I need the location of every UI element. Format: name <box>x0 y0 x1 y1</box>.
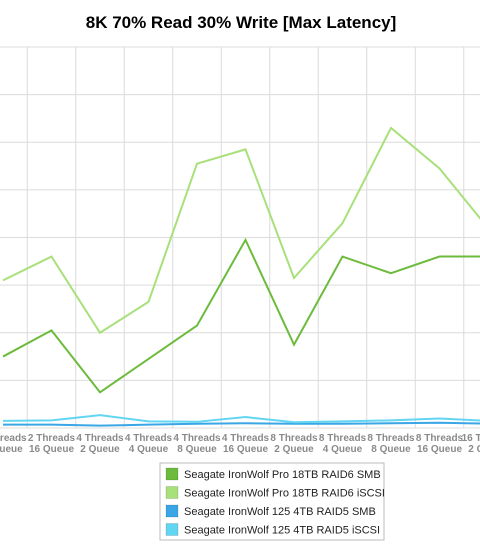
legend-item[interactable]: Seagate IronWolf Pro 18TB RAID6 SMB <box>165 467 381 481</box>
legend-label: Seagate IronWolf 125 4TB RAID5 iSCSI <box>184 525 380 537</box>
chart-title: 8K 70% Read 30% Write [Max Latency] <box>86 13 397 32</box>
legend-swatch <box>165 486 179 499</box>
x-tick-label: 8 Threads 8 Queue <box>367 433 415 455</box>
legend-swatch <box>165 523 179 536</box>
series-lines <box>2 126 480 427</box>
legend-swatch <box>165 467 179 481</box>
x-tick-label: 4 Threads 4 Queue <box>125 433 173 455</box>
legend-box <box>159 462 385 541</box>
x-tick-label: 4 Threads 16 Queue <box>222 433 270 455</box>
grid <box>0 46 480 429</box>
series-line-3 <box>3 421 480 427</box>
x-tick-label: 8 Threads 4 Queue <box>319 433 367 455</box>
legend-label: Seagate IronWolf 125 4TB RAID5 SMB <box>184 506 376 518</box>
legend-label: Seagate IronWolf Pro 18TB RAID6 SMB <box>184 469 381 481</box>
x-tick-label: 4 Threads 8 Queue <box>173 433 221 455</box>
legend-item[interactable]: Seagate IronWolf Pro 18TB RAID6 iSCSI <box>165 486 385 500</box>
legend-item[interactable]: Seagate IronWolf 125 4TB RAID5 SMB <box>165 504 376 518</box>
x-tick-label: 2 Threads 16 Queue <box>28 433 76 455</box>
x-tick-label: 8 Threads 2 Queue <box>270 433 318 455</box>
series-line-1 <box>2 237 480 394</box>
x-tick-label: 8 Threads 16 Queue <box>416 433 464 455</box>
series-line-4 <box>2 414 480 424</box>
legend[interactable]: Seagate IronWolf Pro 18TB RAID6 SMB Seaga… <box>159 462 385 541</box>
legend-label: Seagate IronWolf Pro 18TB RAID6 iSCSI <box>184 488 385 500</box>
series-line-2 <box>2 126 480 335</box>
legend-swatch <box>165 504 179 518</box>
legend-item[interactable]: Seagate IronWolf 125 4TB RAID5 iSCSI <box>165 523 380 537</box>
